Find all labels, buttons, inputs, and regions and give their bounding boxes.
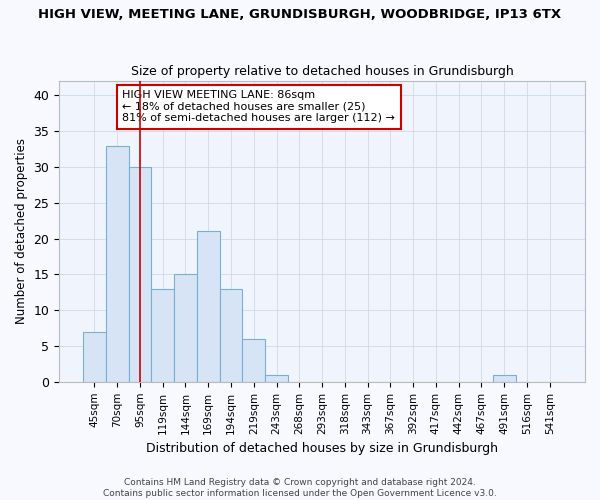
- Bar: [242, 339, 265, 382]
- Bar: [151, 288, 174, 382]
- Title: Size of property relative to detached houses in Grundisburgh: Size of property relative to detached ho…: [131, 66, 514, 78]
- Bar: [174, 274, 197, 382]
- Bar: [197, 232, 220, 382]
- Bar: [106, 146, 128, 382]
- Bar: [128, 167, 151, 382]
- Bar: [83, 332, 106, 382]
- Text: HIGH VIEW, MEETING LANE, GRUNDISBURGH, WOODBRIDGE, IP13 6TX: HIGH VIEW, MEETING LANE, GRUNDISBURGH, W…: [38, 8, 562, 20]
- Bar: [265, 374, 288, 382]
- Text: Contains HM Land Registry data © Crown copyright and database right 2024.
Contai: Contains HM Land Registry data © Crown c…: [103, 478, 497, 498]
- X-axis label: Distribution of detached houses by size in Grundisburgh: Distribution of detached houses by size …: [146, 442, 498, 455]
- Bar: [493, 374, 515, 382]
- Y-axis label: Number of detached properties: Number of detached properties: [15, 138, 28, 324]
- Text: HIGH VIEW MEETING LANE: 86sqm
← 18% of detached houses are smaller (25)
81% of s: HIGH VIEW MEETING LANE: 86sqm ← 18% of d…: [122, 90, 395, 124]
- Bar: [220, 288, 242, 382]
